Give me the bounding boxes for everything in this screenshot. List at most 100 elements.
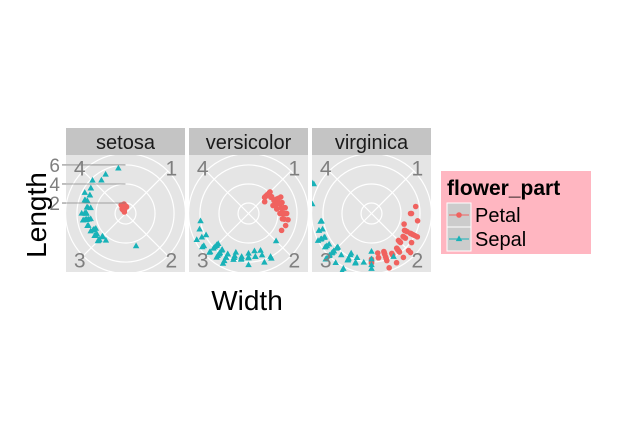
point-petal bbox=[393, 245, 400, 251]
point-petal bbox=[278, 227, 285, 234]
point-sepal bbox=[245, 261, 252, 268]
point-sepal bbox=[200, 242, 208, 249]
angle-tick-label: 3 bbox=[74, 249, 86, 272]
point-sepal bbox=[314, 237, 322, 243]
y-axis-title: Length bbox=[21, 172, 52, 258]
point-petal bbox=[282, 222, 289, 229]
point-sepal bbox=[258, 251, 266, 258]
point-sepal bbox=[78, 209, 85, 216]
radial-tick-label: 4 bbox=[49, 175, 60, 196]
point-sepal bbox=[272, 237, 280, 244]
legend-entry-sepal: Sepal bbox=[446, 226, 526, 252]
facet-strip-label: virginica bbox=[335, 132, 409, 154]
legend-entry-petal: Petal bbox=[446, 202, 521, 228]
point-sepal bbox=[238, 253, 245, 259]
point-petal bbox=[374, 250, 381, 256]
angle-tick-label: 3 bbox=[197, 249, 209, 272]
point-sepal bbox=[197, 217, 204, 224]
point-sepal bbox=[340, 265, 347, 271]
point-petal bbox=[280, 205, 287, 211]
point-sepal bbox=[318, 235, 325, 242]
angle-tick-label: 1 bbox=[288, 158, 300, 181]
point-sepal bbox=[245, 249, 252, 256]
facet-strip-label: versicolor bbox=[206, 132, 292, 154]
point-sepal bbox=[261, 258, 268, 265]
point-sepal bbox=[193, 236, 200, 243]
legend-label: Petal bbox=[475, 205, 521, 227]
point-sepal bbox=[257, 247, 264, 253]
point-sepal bbox=[83, 209, 90, 216]
point-sepal bbox=[202, 231, 210, 238]
point-sepal bbox=[322, 243, 329, 250]
point-sepal bbox=[358, 274, 364, 280]
point-sepal bbox=[368, 247, 375, 254]
point-sepal bbox=[344, 255, 352, 262]
point-sepal bbox=[222, 254, 230, 260]
facet-strip bbox=[189, 128, 308, 155]
facet-strip bbox=[312, 128, 431, 155]
point-sepal bbox=[115, 164, 122, 171]
point-sepal bbox=[218, 246, 225, 253]
angle-tick-label: 2 bbox=[411, 249, 423, 272]
point-petal bbox=[401, 221, 407, 227]
point-petal bbox=[408, 210, 415, 217]
facet-strip bbox=[66, 128, 185, 155]
point-sepal bbox=[245, 253, 252, 260]
grid-circle bbox=[341, 183, 402, 244]
panel-plot-area bbox=[189, 155, 308, 272]
point-sepal bbox=[319, 225, 326, 232]
point-sepal bbox=[315, 226, 323, 233]
point-petal bbox=[285, 216, 291, 223]
radial-tick-label: 6 bbox=[49, 156, 60, 177]
panel-plot-area bbox=[312, 155, 431, 280]
point-petal bbox=[279, 216, 286, 222]
legend-key-point bbox=[455, 235, 463, 242]
point-sepal bbox=[212, 242, 220, 248]
angle-tick-label: 1 bbox=[411, 158, 423, 181]
point-sepal bbox=[347, 249, 355, 256]
point-sepal bbox=[82, 216, 90, 222]
radial-tick-label: 2 bbox=[49, 194, 60, 215]
facet-versicolor: versicolor 1 2 3 4 bbox=[189, 128, 308, 272]
point-sepal bbox=[86, 191, 94, 198]
point-petal bbox=[408, 239, 415, 246]
point-sepal bbox=[91, 232, 98, 239]
point-sepal bbox=[89, 176, 96, 183]
grid-spoke bbox=[205, 170, 249, 214]
x-axis-title: Width bbox=[211, 285, 283, 316]
point-petal bbox=[381, 251, 388, 258]
point-sepal bbox=[198, 233, 206, 240]
point-sepal bbox=[334, 243, 342, 250]
grid-circle bbox=[360, 202, 383, 225]
point-petal bbox=[261, 194, 268, 201]
point-sepal bbox=[206, 248, 213, 255]
point-sepal bbox=[132, 242, 140, 249]
legend-key-point bbox=[456, 212, 462, 218]
grid-spoke bbox=[125, 213, 169, 257]
point-petal bbox=[397, 239, 404, 246]
angle-tick-label: 3 bbox=[320, 249, 332, 272]
point-sepal bbox=[312, 200, 316, 207]
point-petal bbox=[121, 207, 128, 213]
point-sepal bbox=[98, 176, 105, 183]
point-sepal bbox=[196, 225, 203, 232]
point-sepal bbox=[252, 253, 259, 259]
angle-tick-label: 1 bbox=[165, 158, 177, 181]
legend-label: Sepal bbox=[475, 229, 526, 251]
point-sepal bbox=[215, 250, 223, 257]
panel-plot-area bbox=[66, 155, 185, 272]
point-sepal bbox=[87, 227, 94, 234]
point-petal bbox=[404, 228, 410, 235]
point-petal bbox=[414, 218, 421, 224]
angle-tick-label: 4 bbox=[197, 158, 209, 181]
point-sepal bbox=[268, 254, 275, 261]
grid-spoke bbox=[328, 170, 372, 214]
grid-spoke bbox=[82, 170, 126, 214]
point-petal bbox=[400, 254, 407, 261]
point-petal bbox=[400, 233, 406, 240]
point-petal bbox=[281, 210, 288, 217]
grid-circle bbox=[237, 202, 260, 225]
point-sepal bbox=[230, 256, 237, 262]
point-sepal bbox=[84, 203, 92, 210]
